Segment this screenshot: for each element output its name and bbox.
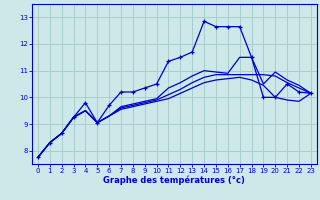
X-axis label: Graphe des températures (°c): Graphe des températures (°c) (103, 176, 245, 185)
